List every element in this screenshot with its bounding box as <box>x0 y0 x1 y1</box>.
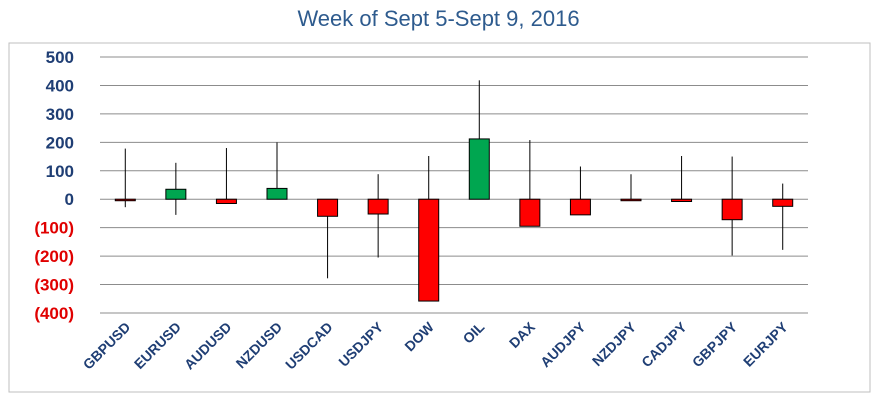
candle-body <box>721 198 743 221</box>
x-category-label: AUDJPY <box>537 318 589 370</box>
candle-body <box>671 198 693 202</box>
x-category-label: EURJPY <box>740 318 791 369</box>
x-category-label: NZDJPY <box>589 318 640 369</box>
candle-dax <box>519 140 541 227</box>
candle-usdcad <box>317 198 339 279</box>
candle-usdjpy <box>367 174 389 258</box>
candle-audusd <box>215 148 237 204</box>
y-tick-label: (100) <box>34 219 74 238</box>
candle-body <box>468 138 490 200</box>
candle-audjpy <box>569 166 591 216</box>
y-tick-label: 300 <box>46 105 74 124</box>
candle-gbpjpy <box>721 156 743 256</box>
candle-body <box>317 198 339 217</box>
candle-body <box>165 188 187 200</box>
x-category-label: NZDUSD <box>233 319 286 372</box>
x-category-label: GBPJPY <box>689 318 741 370</box>
candle-body <box>569 198 591 216</box>
x-category-label: OIL <box>460 318 488 346</box>
candle-gbpusd <box>114 148 136 208</box>
candle-body <box>266 187 288 200</box>
candle-body <box>620 198 642 202</box>
x-category-label: DOW <box>401 318 437 354</box>
x-category-label: DAX <box>506 318 539 351</box>
y-tick-label: (400) <box>34 304 74 323</box>
chart-area-border <box>8 42 871 393</box>
candle-dow <box>418 155 440 302</box>
y-tick-label: 100 <box>46 162 74 181</box>
x-category-label: USDJPY <box>335 318 386 369</box>
y-tick-label: 400 <box>46 76 74 95</box>
y-tick-label: (300) <box>34 276 74 295</box>
candle-body <box>114 198 136 202</box>
x-category-label: GBPUSD <box>80 319 134 373</box>
chart-title: Week of Sept 5-Sept 9, 2016 <box>297 6 580 31</box>
y-tick-label: (200) <box>34 247 74 266</box>
gridlines <box>100 56 808 314</box>
candle-body <box>519 198 541 227</box>
y-tick-label: 200 <box>46 133 74 152</box>
candle-body <box>418 198 440 302</box>
candle-nzdusd <box>266 142 288 200</box>
candle-nzdjpy <box>620 174 642 202</box>
candles <box>114 80 794 302</box>
candle-eurusd <box>165 162 187 215</box>
candle-body <box>772 198 794 207</box>
candle-eurjpy <box>772 183 794 250</box>
candle-oil <box>468 80 490 200</box>
candle-body <box>367 198 389 215</box>
x-category-label: USDCAD <box>282 319 336 373</box>
candle-body <box>215 198 237 204</box>
x-category-label: AUDUSD <box>181 319 235 373</box>
y-axis-tick-labels: 500 400 300 200 100 0 (100) (200) (300) (400) <box>34 48 74 323</box>
x-category-label: EURUSD <box>131 319 184 372</box>
x-category-label: CADJPY <box>638 318 690 370</box>
y-tick-label: 500 <box>46 48 74 67</box>
candle-cadjpy <box>671 155 693 202</box>
y-tick-label: 0 <box>65 190 74 209</box>
